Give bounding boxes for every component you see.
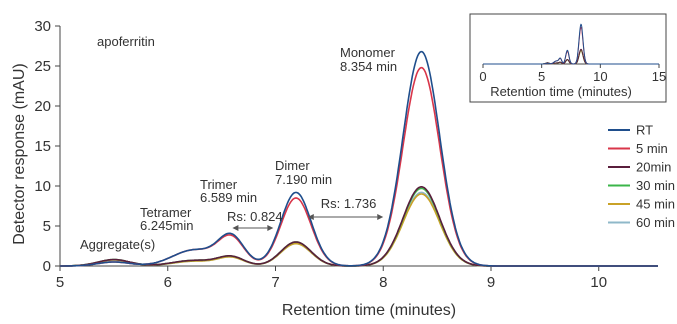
y-tick-label: 25 (34, 58, 51, 75)
y-tick-label: 10 (34, 178, 51, 195)
y-axis-title: Detector response (mAU) (11, 63, 28, 244)
inset-x-tick-label: 15 (652, 69, 666, 84)
y-tick-label: 0 (43, 258, 51, 275)
sample-label: apoferritin (97, 34, 155, 49)
trimer-time: 6.589 min (200, 190, 257, 205)
rs2-arrow-head-left (307, 214, 314, 220)
inset-frame (469, 13, 667, 103)
x-tick-label: 8 (379, 274, 387, 291)
rs1-arrow-head-right (267, 225, 274, 231)
x-axis-title: Retention time (minutes) (282, 302, 456, 319)
tetramer-time: 6.245min (140, 218, 193, 233)
x-tick-label: 7 (271, 274, 279, 291)
legend-label: 20min (636, 160, 671, 175)
tetramer-label: Tetramer (140, 205, 192, 220)
legend: RT 5 min 20min 30 min 45 min 60 min (608, 123, 675, 230)
inset-x-tick-label: 0 (479, 69, 486, 84)
legend-label: RT (636, 123, 653, 138)
y-tick-label: 5 (43, 218, 51, 235)
legend-item: 5 min (608, 141, 668, 156)
legend-item: 30 min (608, 178, 675, 193)
monomer-label: Monomer (340, 45, 396, 60)
legend-item: 45 min (608, 197, 675, 212)
legend-label: 45 min (636, 197, 675, 212)
rs2-arrow (307, 214, 384, 220)
series-curves (60, 50, 658, 267)
trimer-label: Trimer (200, 177, 238, 192)
rs2-label: Rs: 1.736 (321, 196, 377, 211)
inset-x-tick-label: 5 (538, 69, 545, 84)
monomer-time: 8.354 min (340, 59, 397, 74)
rs2-arrow-head-right (377, 214, 384, 220)
legend-item: RT (608, 123, 653, 138)
x-tick-label: 5 (56, 274, 64, 291)
rs1-label: Rs: 0.824 (227, 209, 283, 224)
legend-label: 30 min (636, 178, 675, 193)
x-tick-label: 6 (164, 274, 172, 291)
inset-chart: 0 5 10 15 Retention time (minutes) (469, 13, 667, 103)
y-tick-label: 30 (34, 18, 51, 35)
dimer-time: 7.190 min (275, 172, 332, 187)
series-line-RT (60, 50, 658, 267)
rs1-arrow-head-left (232, 225, 239, 231)
dimer-label: Dimer (275, 158, 310, 173)
legend-label: 60 min (636, 215, 675, 230)
y-tick-label: 20 (34, 98, 51, 115)
inset-x-axis-title: Retention time (minutes) (490, 84, 632, 99)
legend-item: 20min (608, 160, 671, 175)
legend-item: 60 min (608, 215, 675, 230)
inset-x-tick-label: 10 (593, 69, 607, 84)
legend-label: 5 min (636, 141, 668, 156)
aggregate-label: Aggregate(s) (80, 237, 155, 252)
rs1-arrow (232, 225, 274, 231)
inset-series-line-RT (483, 23, 659, 65)
y-tick-label: 15 (34, 138, 51, 155)
x-tick-label: 9 (487, 274, 495, 291)
x-tick-label: 10 (590, 274, 607, 291)
